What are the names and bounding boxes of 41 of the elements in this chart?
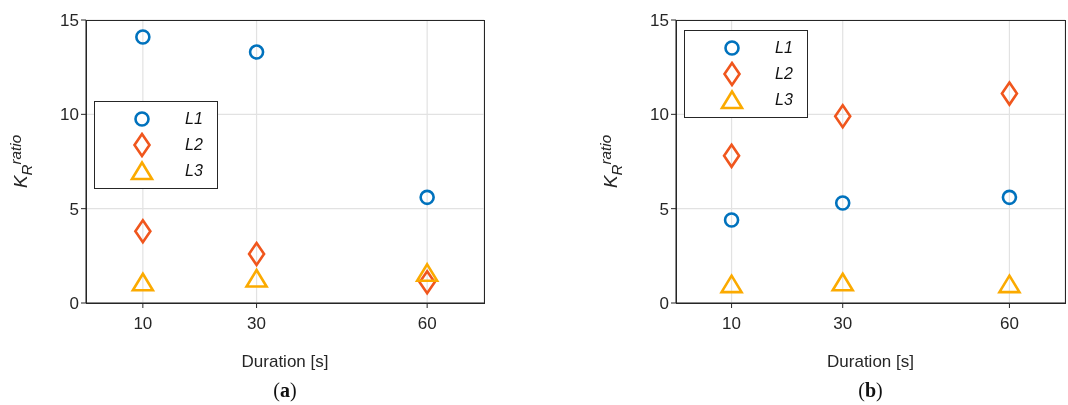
point (134, 219, 152, 244)
legend-label: L3 (185, 161, 203, 180)
x-axis-title: Duration [s] (827, 352, 914, 371)
y-tick-label: 0 (659, 294, 669, 314)
point (1001, 189, 1018, 206)
legend-label: L3 (775, 91, 793, 109)
legend-label: L1 (185, 109, 203, 128)
y-tick-label: 5 (69, 199, 79, 219)
y-tick-label: 15 (60, 11, 79, 31)
point (248, 44, 265, 60)
x-tick-label: 30 (833, 314, 853, 334)
point (135, 29, 151, 45)
point (415, 263, 439, 283)
legend-label: L2 (185, 135, 203, 154)
text: (a) (272, 379, 298, 401)
y-tick-label: 15 (650, 11, 669, 31)
x-tick-label: 10 (133, 314, 153, 334)
x-tick-label: 10 (722, 314, 742, 334)
y-tick-label: 0 (69, 294, 79, 314)
point (720, 274, 743, 294)
y-tick-label: 10 (650, 105, 669, 125)
legend-label: L2 (775, 65, 793, 83)
point (834, 195, 851, 211)
point (833, 103, 852, 129)
point (831, 272, 855, 292)
point (998, 274, 1021, 294)
point (722, 143, 741, 169)
x-tick-label: 30 (247, 314, 267, 334)
x-tick-label: 60 (999, 314, 1019, 334)
y-tick-label: 10 (60, 105, 79, 125)
x-tick-label: 60 (417, 314, 437, 334)
legend-label: L1 (775, 39, 793, 57)
point (1000, 81, 1019, 106)
point (723, 212, 740, 228)
point (245, 268, 268, 288)
text: (b) (857, 379, 884, 401)
x-axis-title: Duration [s] (241, 352, 329, 371)
point (247, 241, 266, 267)
point (131, 272, 155, 292)
point (419, 189, 435, 206)
y-tick-label: 5 (659, 199, 669, 219)
